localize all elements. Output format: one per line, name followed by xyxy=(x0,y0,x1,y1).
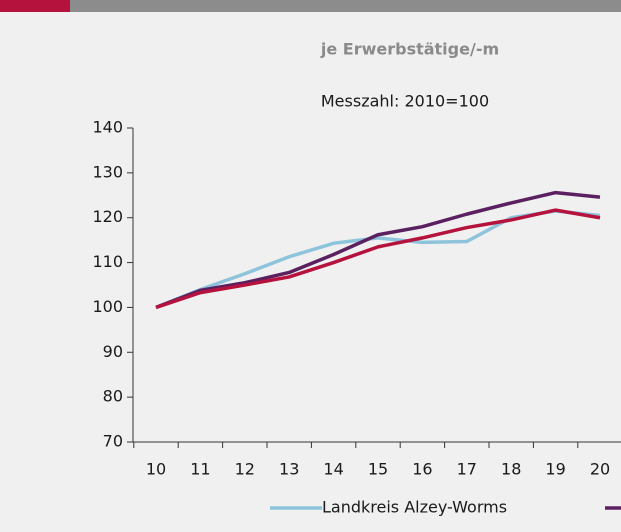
x-tick-label: 20 xyxy=(590,460,610,479)
x-tick-label: 13 xyxy=(279,460,299,479)
series-line xyxy=(155,208,601,310)
y-tick-label: 110 xyxy=(92,252,123,271)
y-tick-label: 70 xyxy=(103,432,123,451)
x-tick-label: 10 xyxy=(146,460,166,479)
x-tick-label: 17 xyxy=(457,460,477,479)
x-tick-label: 18 xyxy=(501,460,521,479)
series-line xyxy=(155,209,601,310)
y-tick-label: 140 xyxy=(92,118,123,137)
top-bar-accent xyxy=(0,0,70,12)
y-tick-label: 90 xyxy=(103,342,123,361)
y-tick-label: 120 xyxy=(92,207,123,226)
x-tick-label: 11 xyxy=(190,460,210,479)
x-tick-label: 15 xyxy=(368,460,388,479)
y-tick-label: 130 xyxy=(92,162,123,181)
x-tick-label: 16 xyxy=(412,460,432,479)
top-bar xyxy=(0,0,621,12)
x-tick-label: 12 xyxy=(235,460,255,479)
chart-subtitle: Messzahl: 2010=100 xyxy=(321,92,489,111)
x-tick-label: 19 xyxy=(545,460,565,479)
y-tick-label: 80 xyxy=(103,387,123,406)
legend-label: Landkreis Alzey-Worms xyxy=(322,498,507,517)
chart-title: je Erwerbstätige/-m xyxy=(320,40,499,59)
y-tick-label: 100 xyxy=(92,297,123,316)
series-line xyxy=(155,190,601,310)
x-tick-label: 14 xyxy=(323,460,343,479)
